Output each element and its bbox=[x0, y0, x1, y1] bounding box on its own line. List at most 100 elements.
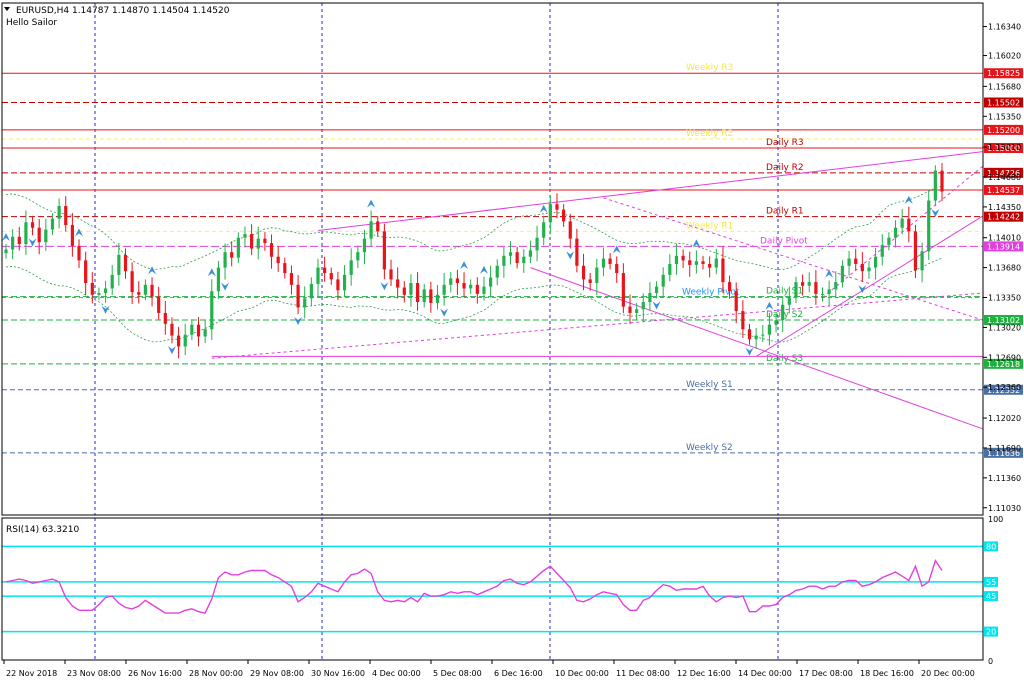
rsi-y-tick-label: 100 bbox=[988, 515, 1003, 524]
candle-body bbox=[362, 238, 367, 253]
candle-body bbox=[781, 304, 785, 321]
candle-body bbox=[628, 306, 632, 313]
candle-body bbox=[854, 258, 858, 264]
price-tag bbox=[984, 211, 1023, 222]
candle-body bbox=[24, 222, 28, 245]
y-tick-label: 1.13020 bbox=[988, 323, 1021, 332]
candle-body bbox=[356, 252, 360, 261]
candle-body bbox=[283, 263, 287, 274]
candle-body bbox=[907, 218, 911, 232]
price-tag-label: 1.15000 bbox=[987, 144, 1020, 153]
candle-body bbox=[887, 237, 891, 245]
price-tag-label: 1.14537 bbox=[987, 186, 1020, 195]
candle-body bbox=[767, 324, 772, 335]
candle-body bbox=[694, 261, 698, 265]
candle-body bbox=[827, 289, 831, 294]
candle-body bbox=[349, 260, 353, 275]
rsi-level-tag bbox=[984, 541, 998, 552]
candlesticks bbox=[4, 163, 944, 359]
candle-body bbox=[110, 274, 114, 289]
rsi-level-tag bbox=[984, 626, 998, 637]
swing-arrow-icon bbox=[931, 208, 940, 217]
candle-body bbox=[522, 256, 526, 264]
price-tag-label: 1.15200 bbox=[987, 126, 1020, 135]
candle-body bbox=[4, 249, 8, 254]
y-tick-label: 1.12360 bbox=[988, 383, 1021, 392]
candle-body bbox=[475, 284, 479, 294]
grid bbox=[94, 3, 779, 660]
candle-body bbox=[508, 252, 513, 256]
price-tag-label: 1.15825 bbox=[987, 69, 1020, 78]
candle-body bbox=[555, 204, 559, 210]
x-tick-label: 11 Dec 08:00 bbox=[616, 669, 670, 678]
pivot-level-label: Daily S3 bbox=[766, 354, 803, 364]
candle-body bbox=[389, 269, 393, 280]
candle-body bbox=[77, 245, 81, 261]
x-tick-label: 23 Nov 08:00 bbox=[67, 669, 121, 678]
rsi-level-tag bbox=[984, 591, 998, 602]
rsi-level-label: 55 bbox=[986, 578, 996, 587]
candle-body bbox=[64, 205, 68, 226]
candle-body bbox=[303, 298, 307, 308]
candle-body bbox=[747, 329, 752, 340]
swing-arrow-icon bbox=[294, 317, 303, 326]
pivot-level-label: Daily S2 bbox=[766, 310, 803, 320]
candle-body bbox=[774, 320, 778, 325]
candle-body bbox=[608, 258, 612, 264]
swing-arrow-icon bbox=[479, 265, 488, 274]
candle-body bbox=[933, 170, 937, 201]
y-tick-label: 1.14350 bbox=[988, 203, 1021, 212]
candle-body bbox=[708, 263, 712, 268]
candle-body bbox=[654, 286, 659, 293]
candle-body bbox=[727, 282, 732, 292]
candle-body bbox=[11, 236, 15, 250]
x-tick-label: 18 Dec 16:00 bbox=[860, 669, 914, 678]
candle-body bbox=[223, 252, 227, 268]
candle-body bbox=[548, 204, 552, 223]
candle-body bbox=[874, 256, 878, 268]
swing-arrow-icon bbox=[765, 301, 774, 310]
pivot-level-label: Daily R1 bbox=[766, 207, 804, 217]
candle-body bbox=[203, 329, 207, 337]
candle-body bbox=[323, 267, 327, 274]
candle-body bbox=[847, 258, 851, 266]
candle-body bbox=[794, 282, 798, 298]
swing-arrow-icon bbox=[566, 251, 575, 260]
price-tag-label: 1.13914 bbox=[987, 242, 1020, 251]
price-tag bbox=[984, 124, 1023, 135]
candle-body bbox=[714, 258, 718, 268]
x-tick-label: 22 Nov 2018 bbox=[6, 669, 57, 678]
rsi-panel: 80 55 45 20 bbox=[2, 541, 998, 637]
rsi-level-label: 45 bbox=[986, 592, 996, 601]
candle-body bbox=[495, 265, 499, 278]
candle-body bbox=[157, 296, 161, 313]
candle-body bbox=[376, 221, 380, 232]
trend-line bbox=[822, 165, 984, 298]
candle-body bbox=[342, 274, 347, 291]
trend-line bbox=[530, 267, 984, 430]
lower-band bbox=[5, 258, 943, 343]
candle-body bbox=[50, 218, 55, 230]
candle-body bbox=[196, 324, 201, 337]
candle-body bbox=[807, 282, 811, 286]
candle-body bbox=[502, 255, 506, 266]
candle-body bbox=[741, 311, 745, 330]
pivot-level-label: Daily R3 bbox=[766, 138, 804, 148]
candle-body bbox=[422, 289, 426, 303]
candle-body bbox=[820, 293, 825, 295]
candle-body bbox=[893, 227, 898, 238]
price-tag-label: 1.15502 bbox=[987, 99, 1020, 108]
candle-body bbox=[482, 286, 486, 294]
candle-body bbox=[754, 335, 758, 340]
y-tick-label: 1.16020 bbox=[988, 52, 1021, 61]
y-tick-label: 1.14010 bbox=[988, 234, 1021, 243]
y-tick-label: 1.15680 bbox=[988, 82, 1021, 91]
candle-body bbox=[369, 221, 373, 239]
swing-arrow-icon bbox=[612, 245, 621, 254]
candle-body bbox=[137, 292, 141, 295]
collapse-triangle-icon[interactable] bbox=[4, 7, 10, 11]
swing-arrow-icon bbox=[460, 261, 469, 270]
swing-arrow-icon bbox=[221, 282, 230, 291]
candle-body bbox=[415, 283, 420, 303]
swing-arrow-icon bbox=[539, 204, 548, 213]
